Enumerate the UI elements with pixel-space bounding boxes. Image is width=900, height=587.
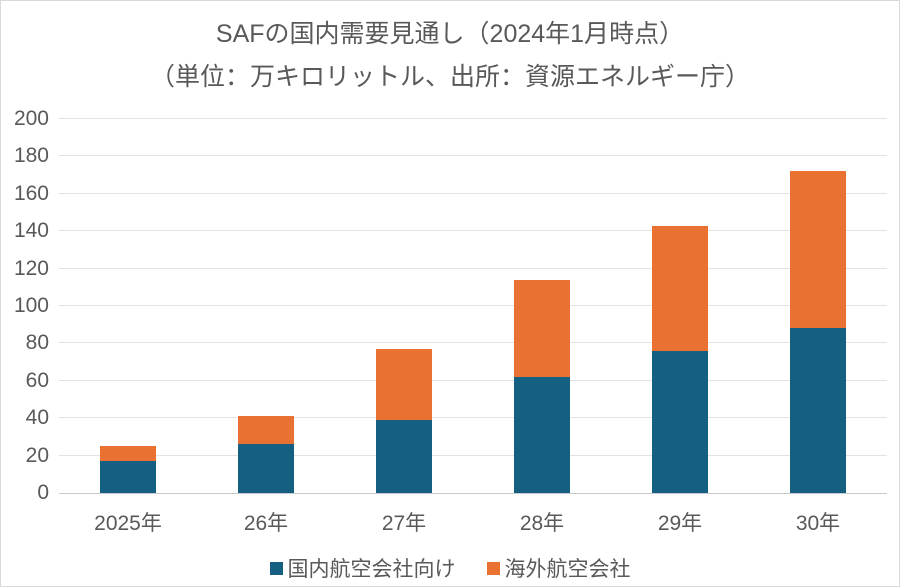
bar-column — [376, 349, 432, 493]
y-axis-tick-label: 160 — [13, 181, 49, 205]
chart-title: SAFの国内需要見通し（2024年1月時点） — [215, 20, 685, 48]
bar-column — [238, 416, 294, 493]
legend-label: 国内航空会社向け — [287, 558, 456, 581]
gridline — [59, 155, 887, 157]
gridline — [59, 454, 887, 456]
bar-segment — [100, 446, 156, 462]
bar-segment — [238, 444, 294, 493]
gridline — [59, 230, 887, 232]
gridline — [59, 305, 887, 306]
bar-segment — [790, 328, 846, 493]
chart-legend: 国内航空会社向け 海外航空会社 — [1, 553, 899, 583]
gridline — [59, 417, 887, 419]
bar-segment — [652, 350, 708, 493]
bar-segment — [514, 377, 570, 493]
bar-column — [514, 279, 570, 493]
y-axis-tick-label: 20 — [25, 443, 49, 467]
chart-subtitle: （単位：万キロリットル、出所：資源エネルギー庁） — [149, 63, 750, 91]
bar-column — [790, 171, 846, 493]
y-axis-tick-label: 120 — [13, 256, 49, 280]
legend-item: 国内航空会社向け — [269, 553, 456, 583]
bar-segment — [790, 171, 846, 329]
y-axis-tick-label: 100 — [13, 294, 49, 317]
legend-swatch-icon — [269, 561, 283, 575]
x-axis-tick-label: 28年 — [519, 512, 565, 535]
gridline — [59, 118, 887, 119]
x-axis-tick-label: 2025年 — [94, 512, 162, 535]
x-axis-tick-label: 27年 — [381, 512, 427, 535]
y-axis-tick-label: 80 — [25, 331, 49, 355]
bar-segment — [376, 420, 432, 493]
gridline — [59, 379, 887, 381]
y-axis-tick-label: 180 — [13, 144, 49, 168]
y-axis-tick-label: 140 — [13, 219, 49, 243]
y-axis-tick-label: 200 — [13, 107, 49, 130]
x-axis-tick-label: 30年 — [795, 512, 841, 535]
bar-column — [100, 446, 156, 493]
legend-label: 海外航空会社 — [504, 558, 631, 581]
legend-swatch-icon — [486, 561, 500, 575]
x-axis-tick-label: 26年 — [243, 512, 289, 535]
bar-segment — [376, 349, 432, 421]
gridline — [59, 342, 887, 344]
gridline — [59, 267, 887, 269]
bar-column — [652, 225, 708, 493]
legend-item: 海外航空会社 — [486, 553, 631, 583]
bar-segment — [100, 461, 156, 493]
y-axis-tick-label: 0 — [37, 481, 49, 504]
bar-segment — [652, 225, 708, 351]
y-axis-tick-label: 40 — [25, 406, 49, 430]
plot-area: 0 20 40 60 80 100 120 140 160 180 200 2025年 26年 27年 28… — [14, 108, 887, 535]
x-axis-tick-label: 29年 — [657, 512, 703, 535]
gridline — [59, 192, 887, 194]
y-axis-tick-label: 60 — [25, 368, 49, 392]
x-axis-line — [59, 493, 887, 494]
bar-segment — [238, 416, 294, 445]
bar-segment — [514, 279, 570, 378]
